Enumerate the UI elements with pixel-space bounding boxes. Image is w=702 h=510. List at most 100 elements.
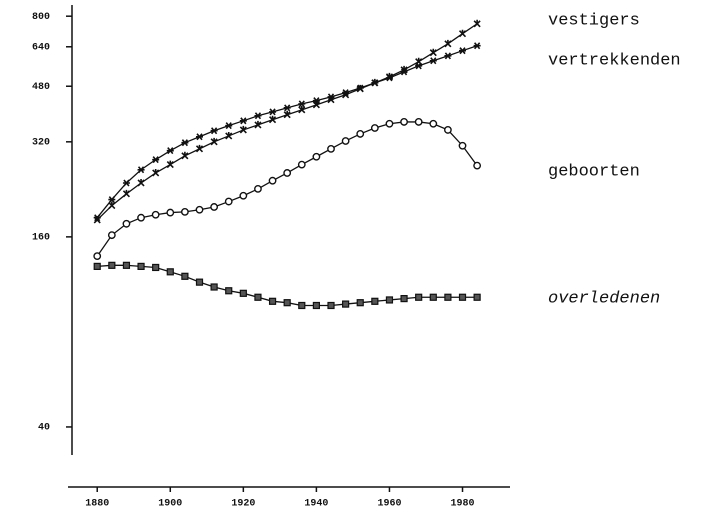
data-point xyxy=(181,272,189,280)
marker-star xyxy=(269,108,277,116)
marker-star xyxy=(166,147,174,155)
data-point xyxy=(458,29,467,38)
x-tick-label: 1920 xyxy=(231,499,255,510)
data-point xyxy=(210,127,218,135)
marker-x xyxy=(298,105,306,114)
data-point xyxy=(327,93,335,101)
data-point xyxy=(181,151,189,160)
marker-star xyxy=(356,84,364,92)
data-point xyxy=(152,156,160,164)
data-point xyxy=(108,196,116,204)
marker-star xyxy=(298,100,306,108)
data-point xyxy=(473,293,481,301)
data-point xyxy=(137,262,145,270)
marker-star xyxy=(108,196,116,204)
marker-circle xyxy=(93,252,102,261)
marker-circle xyxy=(370,124,379,132)
marker-star xyxy=(93,214,101,222)
marker-square xyxy=(108,261,116,269)
marker-square xyxy=(473,293,481,301)
data-point xyxy=(122,219,131,228)
data-point xyxy=(166,208,175,217)
marker-square xyxy=(152,263,160,272)
marker-x xyxy=(181,151,189,160)
marker-star xyxy=(444,52,452,60)
marker-square xyxy=(268,297,277,305)
data-point xyxy=(93,252,102,261)
marker-x xyxy=(137,178,145,187)
data-point xyxy=(414,118,423,126)
marker-circle xyxy=(268,176,277,185)
marker-circle xyxy=(195,205,204,214)
data-point xyxy=(166,160,174,169)
data-point xyxy=(342,89,350,97)
data-point xyxy=(473,42,481,50)
data-point xyxy=(137,213,145,222)
series-label: vestigers xyxy=(548,11,640,30)
data-point xyxy=(137,178,145,187)
x-tick-label: 1940 xyxy=(304,499,328,510)
marker-star xyxy=(152,156,160,164)
marker-square xyxy=(239,289,247,297)
marker-star xyxy=(210,127,218,135)
marker-circle xyxy=(239,191,248,200)
marker-circle xyxy=(341,137,350,145)
data-point xyxy=(239,191,248,200)
data-point xyxy=(93,214,101,222)
data-point xyxy=(180,207,189,216)
marker-square xyxy=(283,299,291,307)
data-point xyxy=(225,122,233,130)
data-point xyxy=(268,115,277,124)
marker-circle xyxy=(151,210,160,219)
data-point xyxy=(269,108,277,116)
y-tick-label: 160 xyxy=(32,233,50,244)
data-point xyxy=(181,139,189,147)
marker-x xyxy=(268,115,277,124)
marker-circle xyxy=(400,118,408,126)
marker-star xyxy=(473,42,481,50)
marker-star xyxy=(429,57,437,65)
data-point xyxy=(195,144,204,153)
marker-star xyxy=(342,89,350,97)
marker-square xyxy=(371,297,379,305)
marker-circle xyxy=(107,231,116,240)
data-point xyxy=(342,300,350,308)
marker-star xyxy=(283,104,291,112)
series-label: geboorten xyxy=(548,162,640,181)
data-point xyxy=(312,97,320,105)
marker-circle xyxy=(473,161,482,170)
data-point xyxy=(268,176,277,185)
data-point xyxy=(93,262,101,270)
data-point xyxy=(370,124,379,132)
data-point xyxy=(166,268,174,276)
marker-circle xyxy=(254,185,262,193)
marker-circle xyxy=(297,160,306,169)
data-point xyxy=(444,293,452,301)
marker-star xyxy=(181,139,189,147)
marker-x xyxy=(225,131,233,140)
marker-star xyxy=(459,47,467,55)
marker-circle xyxy=(210,203,219,211)
data-point xyxy=(327,144,335,153)
marker-x xyxy=(473,19,481,28)
data-point xyxy=(297,160,306,169)
marker-square xyxy=(312,301,320,310)
data-point xyxy=(137,166,145,174)
marker-star xyxy=(371,79,379,87)
data-point xyxy=(356,84,364,92)
marker-circle xyxy=(312,152,321,161)
data-point xyxy=(122,261,131,269)
data-point xyxy=(239,289,247,297)
data-point xyxy=(429,57,437,65)
marker-x xyxy=(444,39,452,48)
marker-circle xyxy=(224,197,233,206)
data-point xyxy=(151,210,160,219)
data-point xyxy=(283,299,291,307)
marker-circle xyxy=(385,119,394,128)
data-point xyxy=(195,205,204,214)
data-point xyxy=(239,117,247,125)
marker-star xyxy=(122,179,130,187)
data-point xyxy=(473,19,481,28)
marker-circle xyxy=(283,169,292,177)
marker-square xyxy=(195,278,204,286)
